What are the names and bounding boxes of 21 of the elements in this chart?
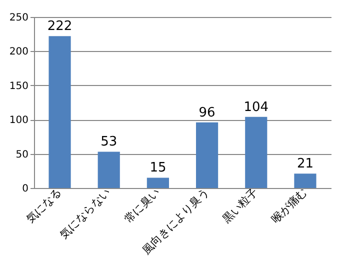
data-label: 104 [244,100,269,115]
y-tick-label: 200 [9,46,28,58]
data-label: 15 [150,160,166,176]
data-label: 21 [296,156,314,172]
bar [146,178,169,188]
bar [48,36,71,188]
y-tick-label: 0 [22,184,28,194]
data-label: 96 [198,105,216,120]
y-tick-label: 150 [9,80,28,92]
x-tick-label: 黒い粒子 [220,186,260,226]
x-tick-label: 常に臭い [122,186,162,226]
bar [294,174,316,188]
y-tick-label: 100 [9,115,28,126]
data-label: 222 [47,19,72,34]
x-tick-label: 喉が痛む [269,186,310,226]
bar [98,152,120,188]
data-label: 53 [100,134,118,150]
y-tick-label: 250 [9,12,28,24]
bar [245,116,268,188]
bar [196,122,218,188]
y-tick-label: 50 [16,149,28,160]
